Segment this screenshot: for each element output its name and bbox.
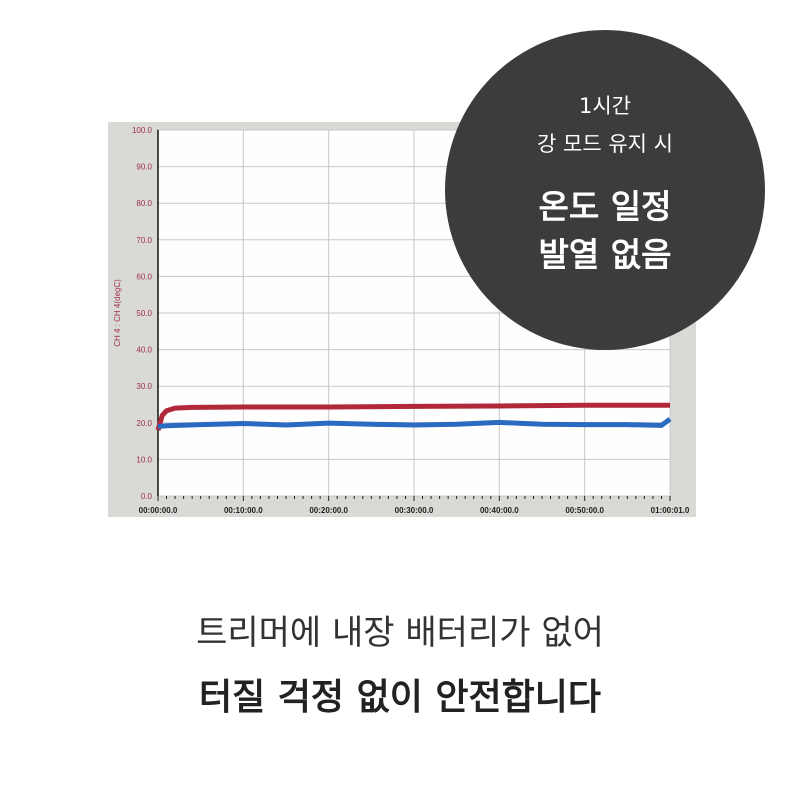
- y-tick-label: 90.0: [136, 163, 152, 172]
- series-line-1: [155, 402, 670, 431]
- caption-line2: 터질 걱정 없이 안전합니다: [199, 677, 601, 718]
- y-tick-label: 10.0: [136, 455, 152, 464]
- info-badge: 1시간 강 모드 유지 시 온도 일정 발열 없음: [445, 30, 765, 350]
- x-tick-label: 00:00:00.0: [139, 506, 178, 515]
- y-tick-label: 70.0: [136, 236, 152, 245]
- x-tick-label: 00:10:00.0: [224, 506, 263, 515]
- y-tick-label: 60.0: [136, 272, 152, 281]
- x-tick-label: 00:20:00.0: [309, 506, 348, 515]
- badge-line3: 온도 일정: [538, 187, 672, 226]
- x-tick-label: 00:40:00.0: [480, 506, 519, 515]
- y-tick-label: 20.0: [136, 419, 152, 428]
- y-tick-label: 30.0: [136, 382, 152, 391]
- y-tick-label: 40.0: [136, 346, 152, 355]
- x-tick-label: 00:30:00.0: [395, 506, 434, 515]
- y-tick-label: 80.0: [136, 199, 152, 208]
- badge-line4: 발열 없음: [538, 235, 672, 274]
- y-tick-label: 0.0: [141, 492, 153, 501]
- y-axis-label: CH 4 : CH 4(degC): [113, 279, 122, 347]
- badge-line1: 1시간: [578, 94, 631, 118]
- x-tick-label: 01:00:01.0: [651, 506, 690, 515]
- series-line-2: [157, 417, 672, 429]
- badge-line2: 강 모드 유지 시: [537, 132, 673, 156]
- y-tick-label: 50.0: [136, 309, 152, 318]
- x-tick-label: 00:50:00.0: [565, 506, 604, 515]
- caption-line1: 트리머에 내장 배터리가 없어: [196, 613, 604, 653]
- y-tick-label: 100.0: [132, 126, 153, 135]
